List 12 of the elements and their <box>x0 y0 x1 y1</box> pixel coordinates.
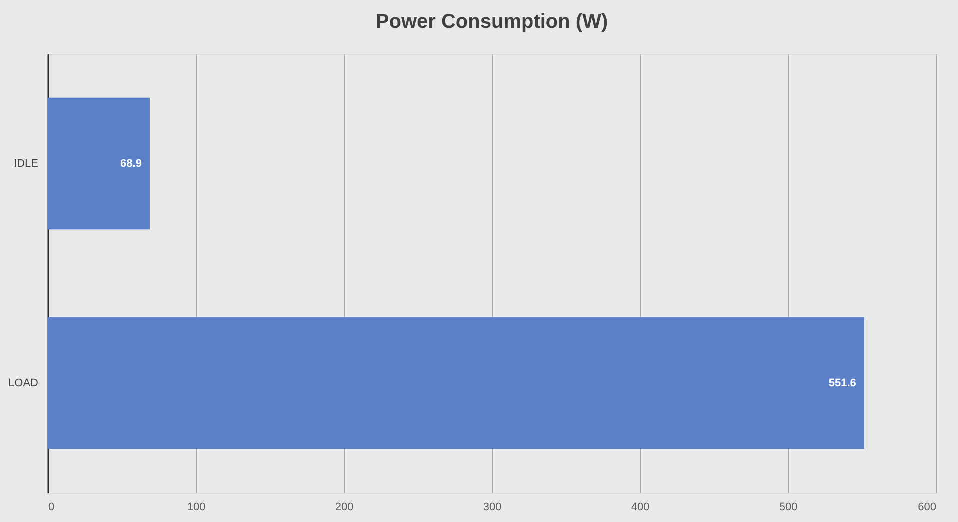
x-tick-label: 600 <box>918 502 936 514</box>
x-tick-label: 400 <box>631 502 650 514</box>
x-tick-label: 0 <box>48 502 55 514</box>
chart-title: Power Consumption (W) <box>376 11 608 33</box>
y-tick-label: IDLE <box>14 158 38 170</box>
y-tick-label: LOAD <box>8 377 39 390</box>
x-tick-label: 300 <box>483 502 502 514</box>
x-tick-label: 500 <box>779 502 798 514</box>
x-tick-label: 200 <box>335 502 354 514</box>
data-label: 68.9 <box>120 158 142 170</box>
x-tick-label: 100 <box>187 502 206 514</box>
data-label: 551.6 <box>828 377 856 390</box>
